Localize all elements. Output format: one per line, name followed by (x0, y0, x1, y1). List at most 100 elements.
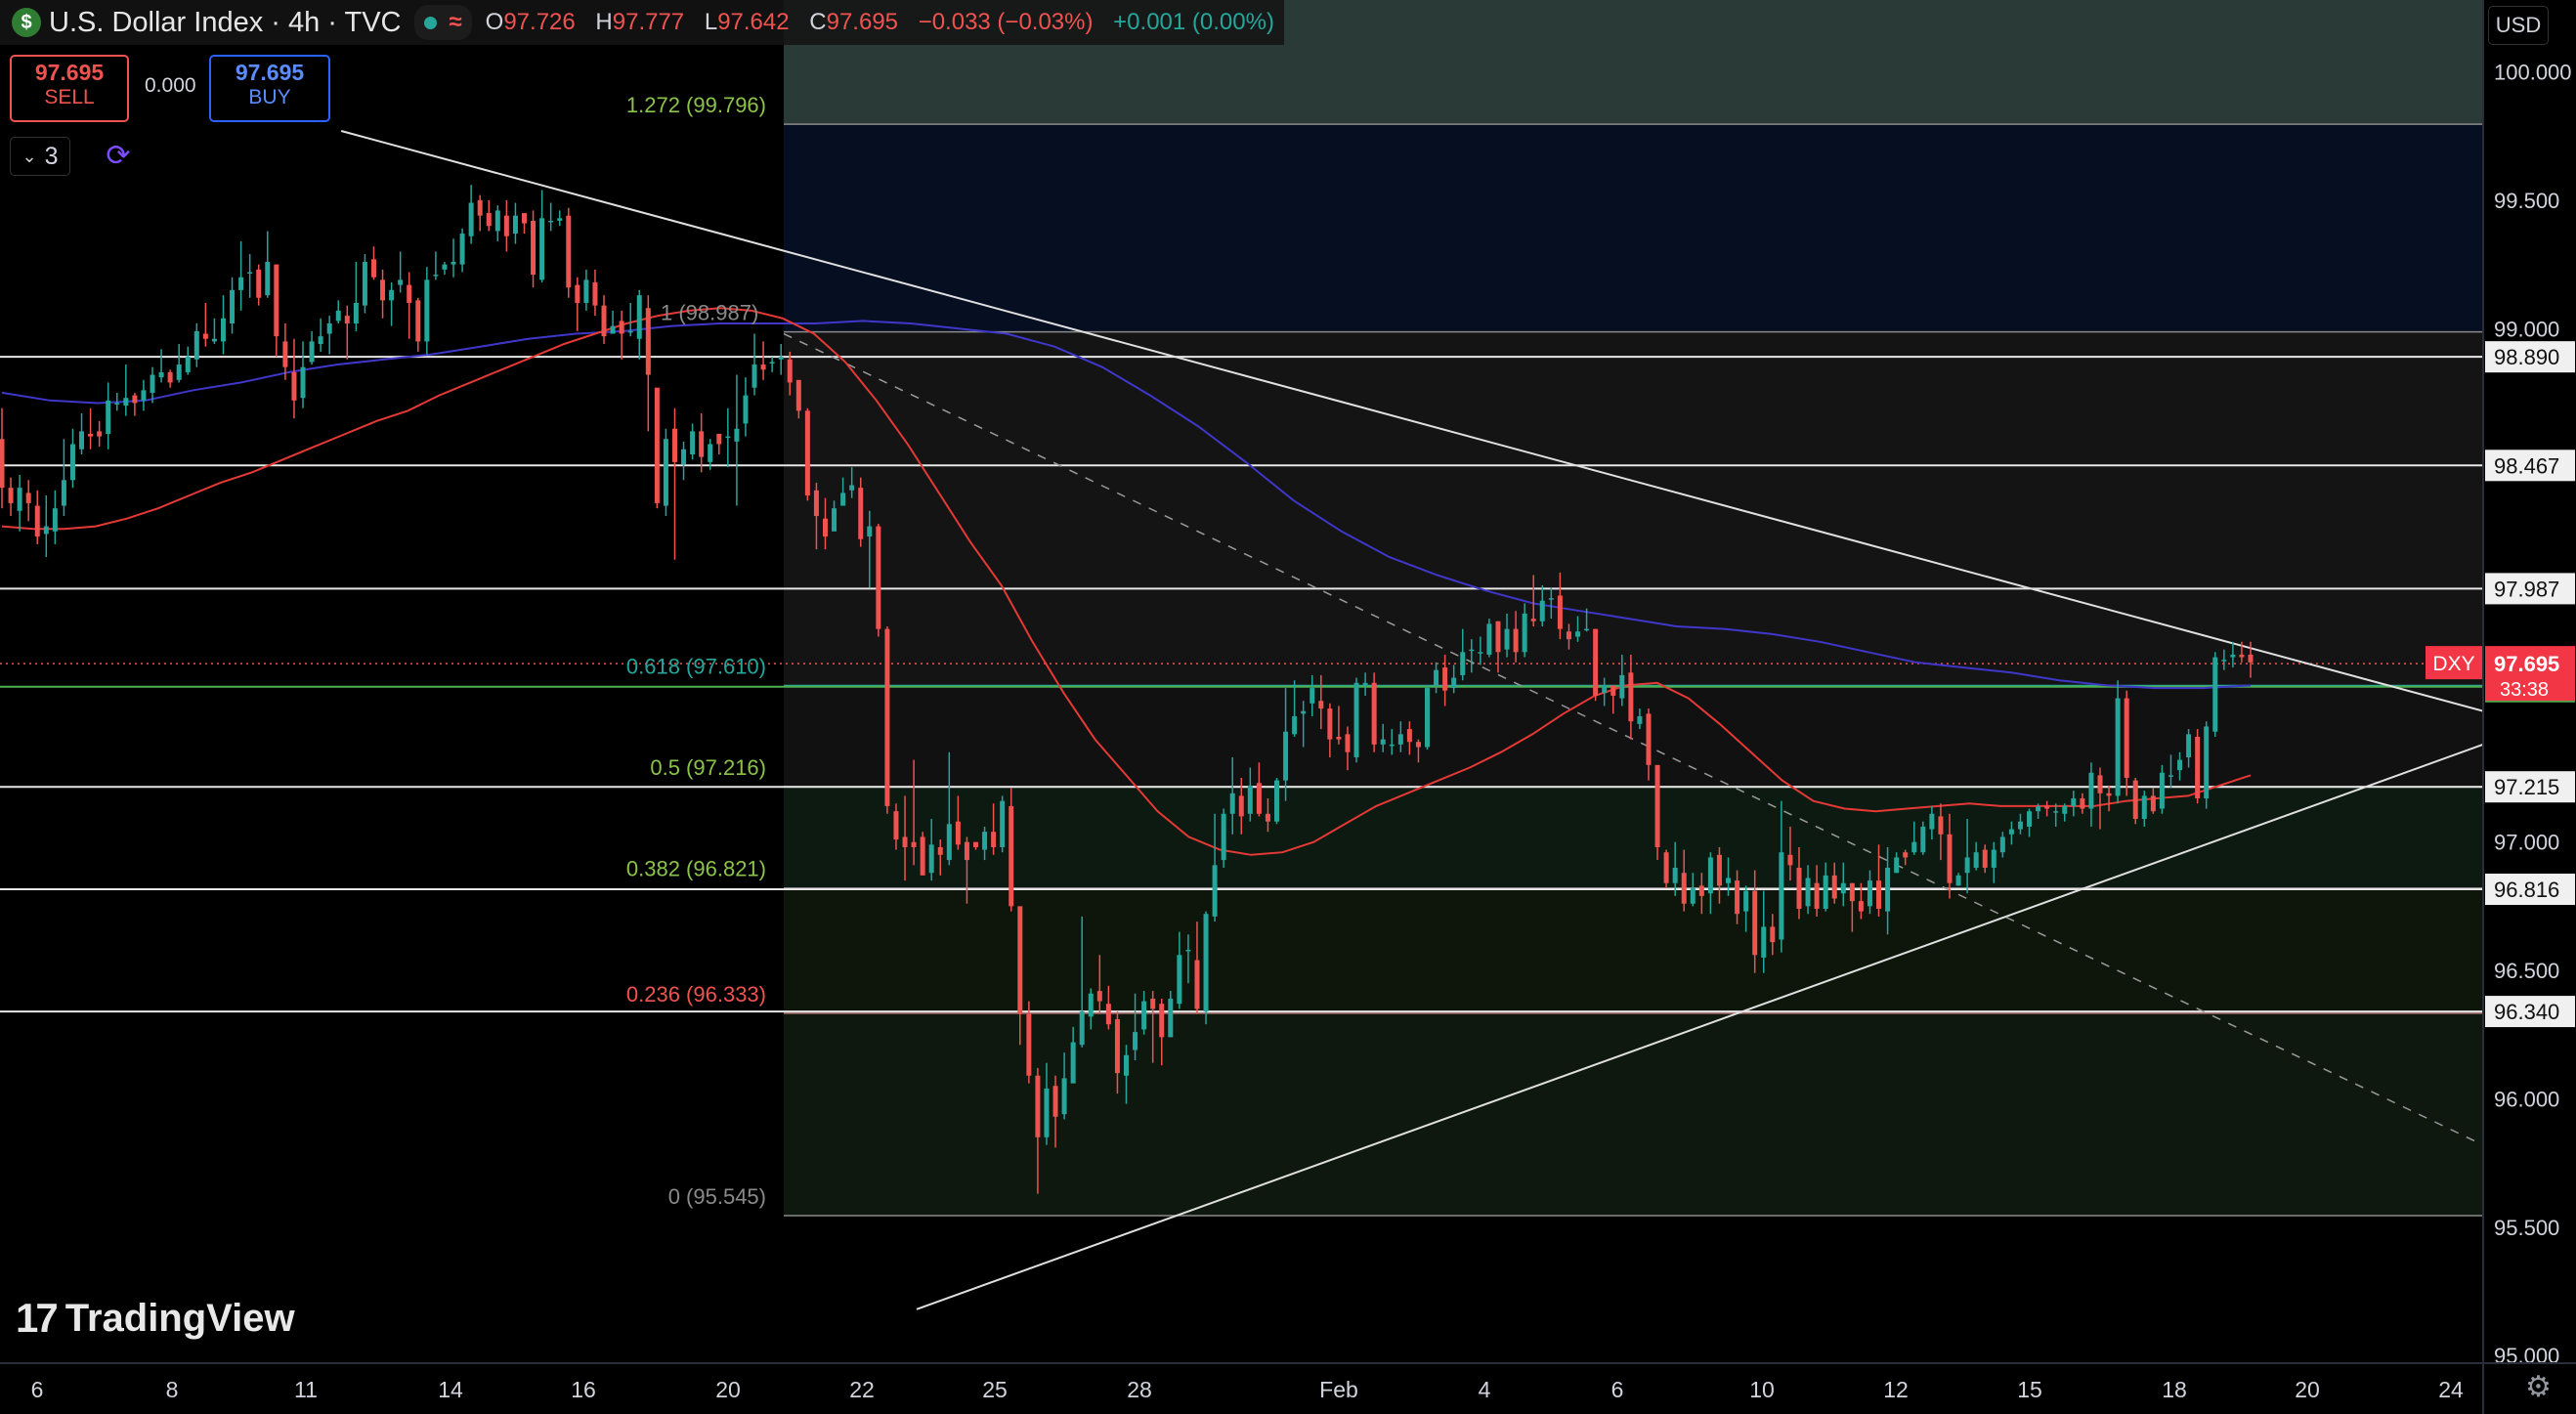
candle-body (592, 281, 598, 306)
candle-body (370, 259, 376, 278)
candle-body (2159, 772, 2165, 809)
candle-body (1831, 875, 1837, 899)
sell-label: SELL (44, 86, 95, 108)
open-label: O (485, 9, 504, 35)
candle-body (1823, 875, 1828, 909)
time-tick-label: 10 (1749, 1377, 1775, 1402)
candle-body (1124, 1054, 1129, 1076)
fast-moving-average (1, 307, 2252, 856)
candle-body (2221, 660, 2227, 662)
candle-body (982, 832, 988, 850)
candle-body (1274, 780, 1280, 822)
candle-body (1469, 649, 1475, 652)
candle-body (193, 330, 199, 360)
time-tick-label: 20 (715, 1377, 741, 1402)
candle-body (1353, 682, 1359, 757)
candle-body (291, 371, 297, 401)
candle-body (1876, 880, 1882, 909)
candle-body (1698, 885, 1704, 896)
candle-body (1602, 685, 1608, 694)
candle-body (548, 220, 554, 223)
market-open-icon (424, 16, 438, 29)
time-tick-label: 14 (438, 1377, 463, 1402)
refresh-icon[interactable]: ⟳ (106, 139, 131, 172)
tradingview-logo-text: TradingView (64, 1296, 295, 1340)
candle-body (97, 431, 103, 437)
candle-body (8, 488, 14, 503)
candle-body (1035, 1075, 1041, 1137)
candle-body (468, 202, 474, 236)
fib-label: 1.272 (99.796) (626, 93, 766, 117)
sell-button[interactable]: 97.695 SELL (10, 55, 129, 122)
candle-body (353, 303, 359, 324)
candle-body (2053, 811, 2059, 813)
gear-icon[interactable]: ⚙ (2525, 1371, 2552, 1403)
candle-body (2062, 805, 2068, 814)
candle-body (1522, 613, 1527, 653)
currency-button[interactable]: USD (2488, 6, 2549, 45)
candle-body (1743, 890, 1749, 912)
candle-body (946, 824, 952, 861)
candle-body (61, 480, 66, 506)
candle-body (1052, 1086, 1058, 1117)
candle-body (1070, 1042, 1076, 1084)
candle-body (610, 325, 616, 334)
candle-body (876, 526, 881, 629)
candle-body (1548, 598, 1554, 600)
candle-body (2044, 805, 2050, 809)
candle-body (300, 366, 306, 399)
candle-body (220, 318, 226, 342)
candle-body (760, 364, 766, 370)
extended-change-value: +0.001 (0.00%) (1113, 9, 1274, 35)
candle-body (88, 433, 94, 437)
candle-body (1177, 955, 1182, 1005)
candle-body (158, 371, 164, 378)
candle-body (902, 836, 908, 847)
candle-body (1451, 677, 1457, 689)
candle-body (2017, 821, 2023, 830)
candle-body (849, 485, 855, 491)
low-label: L (704, 9, 718, 35)
candle-body (503, 215, 509, 236)
candle-body (1920, 826, 1926, 853)
candle-body (1947, 834, 1953, 883)
symbol-title[interactable]: U.S. Dollar Index · 4h · TVC (49, 6, 402, 38)
candle-body (663, 439, 668, 506)
status-indicators[interactable]: ≈ (414, 5, 472, 40)
candle-body (2239, 654, 2245, 658)
time-tick-label: 6 (31, 1377, 44, 1402)
descending-trendline (340, 130, 2484, 712)
candle-body (708, 444, 713, 462)
candle-body (778, 357, 784, 360)
candle-body (769, 362, 775, 364)
price-tag-label: 96.816 (2494, 878, 2559, 902)
price-tag-label: 96.340 (2494, 1000, 2559, 1024)
time-tick-label: 6 (1611, 1377, 1624, 1402)
candle-body (1530, 619, 1536, 621)
tradingview-logo[interactable]: 17 TradingView (16, 1295, 295, 1342)
time-tick-label: 15 (2017, 1377, 2042, 1402)
candle-body (211, 338, 217, 342)
candle-body (964, 841, 969, 861)
candle-body (150, 374, 155, 393)
candle-body (335, 310, 341, 321)
symbol-tag (2426, 646, 2482, 680)
fib-zone (784, 1012, 2483, 1216)
close-label: C (809, 9, 827, 35)
buy-button[interactable]: 97.695 BUY (209, 55, 330, 122)
candle-body (1646, 713, 1652, 765)
candle-body (1371, 682, 1377, 745)
candle-body (1380, 739, 1386, 745)
candle-body (743, 395, 749, 424)
candle-body (627, 330, 633, 333)
candle-body (937, 846, 943, 855)
candle-body (840, 493, 846, 506)
candle-body (1044, 1088, 1050, 1137)
price-tick-label: 99.000 (2494, 317, 2559, 341)
time-tick-label: 16 (571, 1377, 596, 1402)
candle-body (1185, 950, 1191, 952)
candle-body (1964, 857, 1970, 874)
candle-body (1256, 783, 1262, 814)
indicator-toggle-button[interactable]: ⌄ 3 (10, 137, 70, 176)
